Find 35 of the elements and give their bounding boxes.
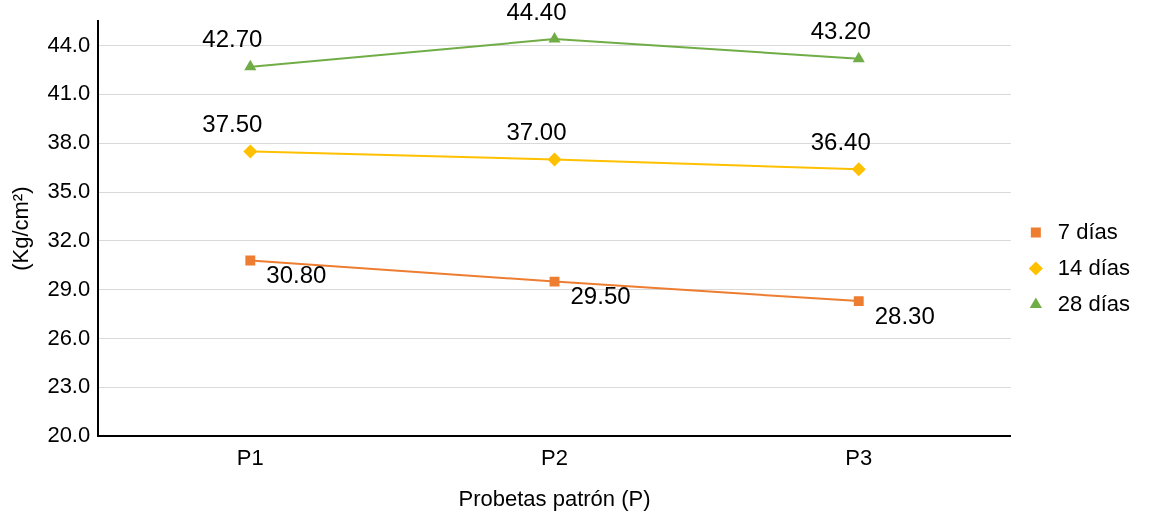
point: [851, 162, 866, 177]
y-axis-title: (Kg/cm²): [8, 186, 34, 271]
point: [549, 276, 560, 287]
legend-label: 28 días: [1057, 290, 1131, 316]
legend-label: 14 días: [1057, 254, 1131, 280]
point: [853, 296, 864, 307]
point: [548, 32, 561, 43]
x-tick-label: P2: [541, 445, 568, 471]
data-label: 37.00: [506, 118, 567, 146]
y-tick-label: 38.0: [47, 129, 91, 155]
data-label: 28.30: [874, 301, 935, 329]
point: [547, 152, 562, 167]
x-tick-label: P3: [845, 445, 873, 471]
data-label: 44.40: [506, 0, 567, 25]
x-tick-label: P1: [236, 445, 264, 471]
data-label: 30.80: [266, 261, 327, 289]
data-label: 42.70: [202, 25, 263, 53]
point: [243, 144, 258, 159]
legend-label: 7 días: [1057, 218, 1118, 244]
data-label: 36.40: [810, 127, 871, 155]
y-tick-label: 44.0: [47, 31, 91, 57]
y-tick-label: 26.0: [47, 324, 91, 350]
y-tick-label: 41.0: [47, 80, 91, 106]
data-label: 37.50: [202, 110, 263, 138]
data-label: 43.20: [810, 17, 871, 45]
point: [852, 51, 865, 63]
y-tick-label: 23.0: [47, 373, 91, 399]
point: [245, 255, 256, 266]
y-tick-label: 35.0: [47, 178, 91, 204]
data-label: 29.50: [570, 282, 631, 310]
y-tick-label: 29.0: [47, 275, 91, 301]
y-tick-label: 20.0: [47, 422, 91, 448]
y-tick-label: 32.0: [47, 226, 91, 252]
x-axis-title: Probetas patrón (P): [458, 485, 651, 511]
point: [244, 59, 257, 71]
